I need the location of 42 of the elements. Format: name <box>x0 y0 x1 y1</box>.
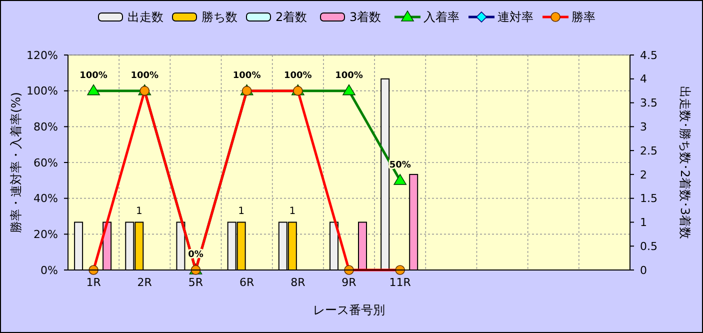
y-axis-title: 勝率・連対率・入着率(%) <box>9 92 23 233</box>
data-label: 100% <box>232 70 261 81</box>
y-tick-label: 20% <box>34 228 58 242</box>
x-tick-label: 6R <box>239 276 254 289</box>
data-label: 100% <box>130 70 159 81</box>
legend-label: 勝率 <box>572 10 596 24</box>
y-tick-label: 80% <box>34 120 58 134</box>
y-tick-label: 40% <box>34 192 58 206</box>
data-label: 1 <box>289 206 296 218</box>
x-tick-label: 8R <box>290 276 306 289</box>
legend-label: 連対率 <box>498 10 534 24</box>
data-label: 100% <box>335 70 363 81</box>
x-tick-label: 2R <box>137 276 152 289</box>
legend-label: 3着数 <box>350 10 382 24</box>
x-axis-title: レース番号別 <box>313 303 385 317</box>
y2-tick-label: 1.5 <box>640 192 658 206</box>
x-tick-label: 11R <box>389 276 412 289</box>
x-tick-label: 1R <box>86 276 102 289</box>
legend-label: 2着数 <box>276 10 308 24</box>
y-tick-label: 120% <box>26 48 58 62</box>
data-label: 1 <box>136 206 142 218</box>
legend-label: 勝ち数 <box>202 10 238 24</box>
y-tick-label: 0% <box>40 264 58 277</box>
x-tick-label: 9R <box>342 276 357 289</box>
y2-tick-label: 4.5 <box>640 48 658 62</box>
y2-tick-label: 4 <box>640 72 647 86</box>
y2-tick-label: 0 <box>640 264 647 277</box>
y2-tick-label: 2.5 <box>640 144 658 158</box>
y2-tick-label: 1 <box>640 216 647 230</box>
y-tick-label: 60% <box>34 156 58 170</box>
legend-label: 出走数 <box>128 10 164 24</box>
y2-tick-label: 0.5 <box>640 240 658 253</box>
y2-tick-label: 2 <box>640 168 647 182</box>
data-label: 1 <box>238 206 245 218</box>
y2-tick-label: 3 <box>640 120 647 134</box>
data-label: 100% <box>80 70 108 81</box>
x-tick-label: 5R <box>188 276 204 289</box>
y-tick-label: 100% <box>26 84 58 98</box>
legend-label: 入着率 <box>424 10 460 24</box>
y2-tick-label: 3.5 <box>640 96 658 110</box>
y2-axis-title: 出走数･勝ち数･2着数･3着数 <box>678 86 692 240</box>
data-label: 100% <box>284 70 312 81</box>
